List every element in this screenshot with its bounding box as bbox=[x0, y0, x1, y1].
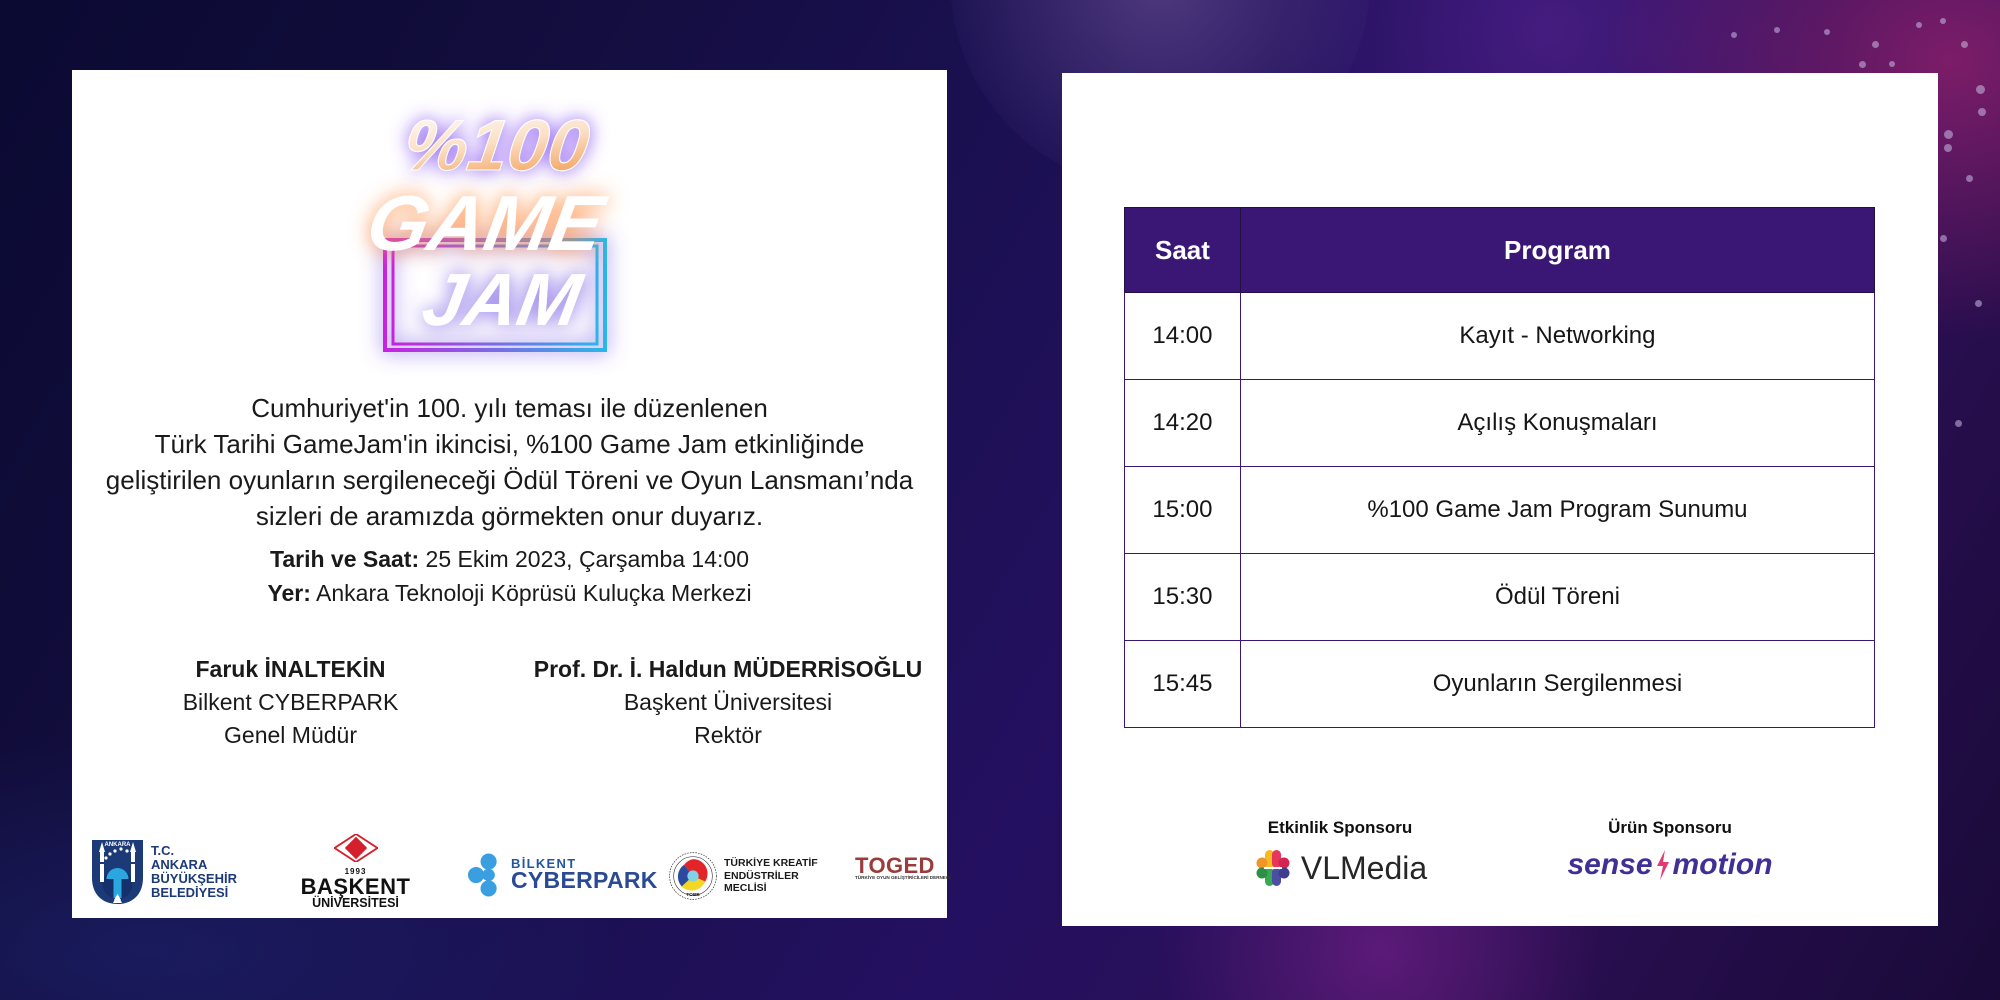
svg-text:TOBB: TOBB bbox=[686, 892, 700, 898]
svg-text:%100: %100 bbox=[398, 106, 593, 186]
svg-text:JAM: JAM bbox=[416, 258, 589, 341]
svg-text:GAME: GAME bbox=[360, 180, 612, 267]
svg-text:ANKARA: ANKARA bbox=[105, 842, 132, 848]
